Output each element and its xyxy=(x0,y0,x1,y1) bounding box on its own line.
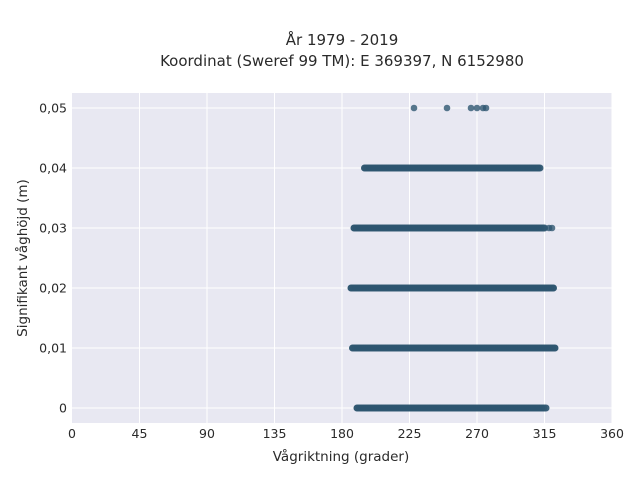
x-tick-label: 270 xyxy=(465,426,489,441)
x-tick-label: 45 xyxy=(132,426,148,441)
data-points xyxy=(347,104,559,412)
data-point xyxy=(539,224,547,232)
x-tick-label: 135 xyxy=(263,426,287,441)
data-point xyxy=(467,104,475,112)
y-tick-label: 0,03 xyxy=(39,221,67,236)
x-tick-label: 90 xyxy=(199,426,215,441)
x-axis-label: Vågriktning (grader) xyxy=(273,448,410,465)
data-point xyxy=(482,104,490,112)
y-tick-label: 0,01 xyxy=(39,341,67,356)
chart-subtitle: Koordinat (Sweref 99 TM): E 369397, N 61… xyxy=(160,52,524,70)
x-tick-label: 225 xyxy=(398,426,422,441)
y-tick-labels: 0 0,01 0,02 0,03 0,04 0,05 xyxy=(39,101,67,416)
y-tick-label: 0,05 xyxy=(39,101,67,116)
y-tick-label: 0,04 xyxy=(39,161,67,176)
data-point xyxy=(551,344,559,352)
y-axis-label: Signifikant våghöjd (m) xyxy=(14,179,31,337)
data-point xyxy=(443,104,451,112)
data-point xyxy=(548,224,556,232)
x-tick-label: 315 xyxy=(533,426,557,441)
x-tick-label: 0 xyxy=(68,426,76,441)
x-tick-label: 360 xyxy=(600,426,624,441)
y-tick-label: 0 xyxy=(59,401,67,416)
x-tick-labels: 0 45 90 135 180 225 270 315 360 xyxy=(68,426,624,441)
data-point xyxy=(540,404,548,412)
data-point xyxy=(410,104,418,112)
y-tick-label: 0,02 xyxy=(39,281,67,296)
data-point xyxy=(535,164,542,172)
chart-title: År 1979 - 2019 xyxy=(286,30,399,49)
x-tick-label: 180 xyxy=(330,426,354,441)
data-point xyxy=(550,284,557,292)
data-point xyxy=(473,104,481,112)
